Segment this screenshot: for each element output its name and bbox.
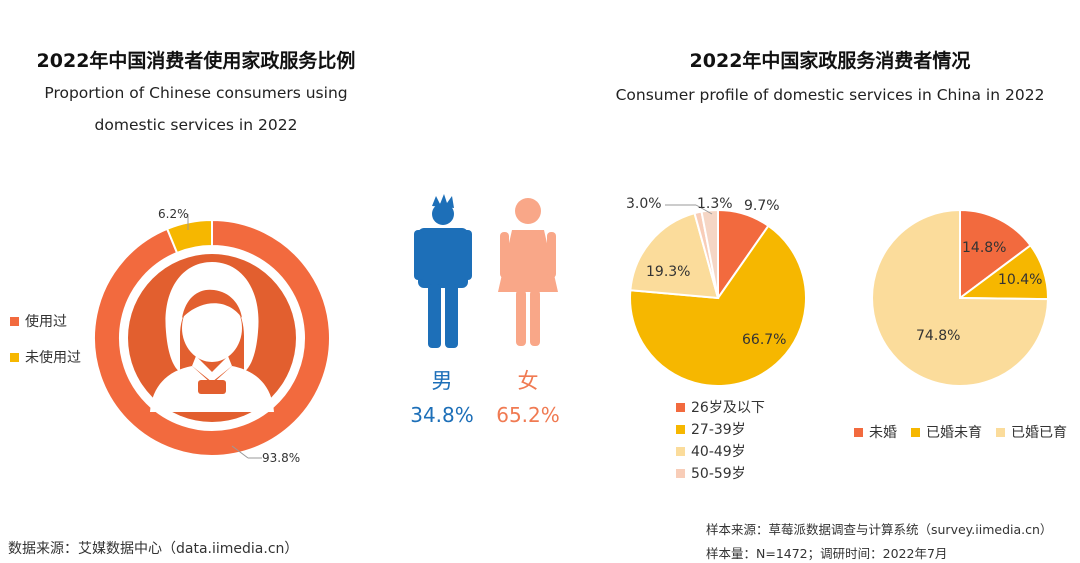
age-slice-2: [629, 211, 720, 300]
left-chart-title: 2022年中国消费者使用家政服务比例: [36, 50, 356, 72]
legend-swatch: [10, 352, 19, 362]
legend-swatch: [996, 427, 1005, 437]
marital-pie-chart: [871, 208, 1050, 387]
age-label-27-39: 66.7%: [742, 332, 786, 348]
sample-size: 样本量：N=1472；调研时间：2022年7月: [706, 546, 948, 561]
usage-legend: 使用过 未使用过: [10, 310, 81, 368]
donut-label-used: 93.8%: [262, 451, 300, 465]
legend-label: 未婚: [869, 425, 897, 441]
legend-swatch: [676, 402, 685, 412]
legend-swatch: [676, 446, 685, 456]
donut-label-unused: 6.2%: [158, 207, 189, 221]
marital-slice-2: [871, 208, 1050, 387]
legend-swatch: [10, 316, 19, 326]
right-chart-subtitle: Consumer profile of domestic services in…: [615, 86, 1045, 104]
age-label-other: 3.0%: [626, 196, 662, 212]
marital-label-unmarried: 14.8%: [962, 240, 1006, 256]
female-figure-icon: [498, 198, 558, 346]
legend-item-married-no-child: 已婚未育: [911, 421, 982, 443]
male-label: 男: [431, 369, 453, 393]
age-slice-1: [629, 224, 807, 387]
female-value: 65.2%: [496, 403, 560, 427]
legend-swatch: [676, 424, 685, 434]
male-figure-icon: [414, 194, 472, 348]
legend-label: 27-39岁: [691, 422, 746, 438]
male-value: 34.8%: [410, 403, 474, 427]
legend-item-50-59: 50-59岁: [676, 462, 765, 484]
sample-source: 样本来源：草莓派数据调查与计算系统（survey.iimedia.cn）: [706, 522, 1053, 537]
age-legend: 26岁及以下 27-39岁 40-49岁 50-59岁: [676, 396, 765, 484]
legend-label: 使用过: [25, 314, 67, 330]
marital-label-married-no-child: 10.4%: [998, 272, 1042, 288]
male-stat: 男 34.8%: [410, 368, 474, 428]
age-label-26-under: 9.7%: [744, 198, 780, 214]
legend-item-used: 使用过: [10, 310, 81, 332]
female-stat: 女 65.2%: [494, 368, 562, 428]
usage-slice-0: [93, 218, 331, 457]
legend-label: 未使用过: [25, 350, 81, 366]
marital-slice-0: [959, 208, 1032, 300]
legend-item-27-39: 27-39岁: [676, 418, 765, 440]
legend-label: 40-49岁: [691, 444, 746, 460]
age-label-50-59: 1.3%: [697, 196, 733, 212]
legend-item-unused: 未使用过: [10, 346, 81, 368]
legend-swatch: [854, 427, 863, 437]
legend-label: 已婚未育: [926, 425, 982, 441]
legend-label: 50-59岁: [691, 466, 746, 482]
left-chart-subtitle-line1: Proportion of Chinese consumers using: [44, 84, 348, 102]
female-label: 女: [517, 369, 539, 393]
legend-swatch: [676, 468, 685, 478]
legend-item-married-with-child: 已婚已育: [996, 421, 1067, 443]
age-label-40-49: 19.3%: [646, 264, 690, 280]
marital-legend: 未婚 已婚未育 已婚已育: [854, 421, 1080, 443]
age-slice-4: [700, 208, 719, 299]
age-pie-chart: [629, 208, 807, 387]
legend-label: 26岁及以下: [691, 400, 765, 416]
legend-item-unmarried: 未婚: [854, 421, 897, 443]
marital-label-married-with-child: 74.8%: [916, 328, 960, 344]
legend-swatch: [911, 427, 920, 437]
usage-donut-chart: [93, 218, 331, 457]
legend-label: 已婚已育: [1011, 425, 1067, 441]
legend-item-40-49: 40-49岁: [676, 440, 765, 462]
left-chart-subtitle-line2: domestic services in 2022: [94, 116, 298, 134]
data-source: 数据来源：艾媒数据中心（data.iimedia.cn）: [8, 541, 299, 557]
legend-item-26-under: 26岁及以下: [676, 396, 765, 418]
woman-avatar-icon: [128, 254, 296, 422]
usage-slice-1: [165, 218, 213, 255]
right-chart-title: 2022年中国家政服务消费者情况: [689, 50, 971, 72]
